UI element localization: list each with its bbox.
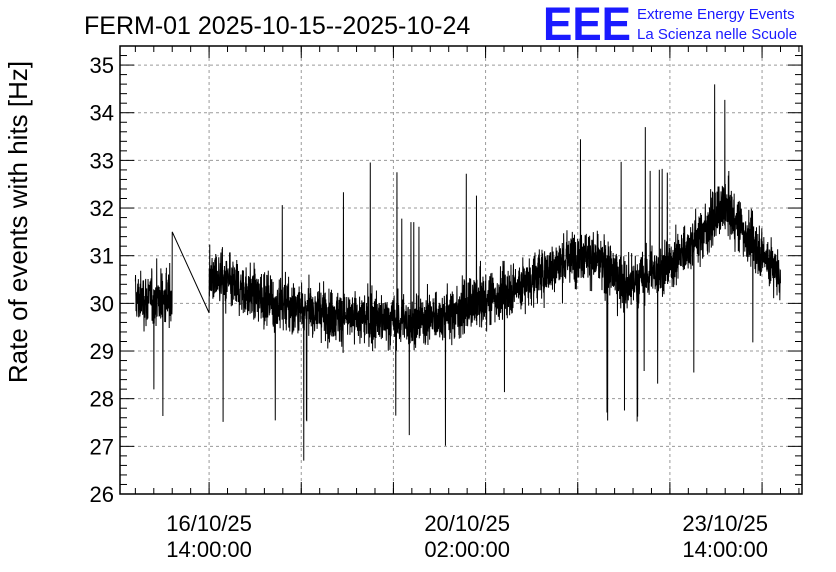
y-tick-label: 33: [90, 148, 114, 173]
x-tick-label-date: 16/10/25: [166, 511, 252, 536]
eee-logo: EEE Extreme Energy Events La Scienza nel…: [543, 0, 797, 50]
y-tick-label: 31: [90, 244, 114, 269]
y-tick-label: 30: [90, 291, 114, 316]
y-tick-labels: 26 27 28 29 30 31 32 33 34 35: [90, 53, 114, 507]
x-tick-label-date: 23/10/25: [682, 511, 768, 536]
eee-logo-line2: La Scienza nelle Scuole: [637, 26, 797, 43]
eee-logo-mark: EEE: [543, 0, 631, 50]
y-axis-label: Rate of events with hits [Hz]: [3, 61, 33, 383]
x-tick-label-date: 20/10/25: [424, 511, 510, 536]
y-tick-label: 26: [90, 482, 114, 507]
y-tick-label: 35: [90, 53, 114, 78]
data-series: [134, 84, 781, 461]
series-line: [134, 84, 781, 461]
x-tick-labels: 16/10/2514:00:0020/10/2502:00:0023/10/25…: [166, 511, 768, 562]
eee-logo-line1: Extreme Energy Events: [637, 6, 795, 23]
plot-frame: [119, 45, 803, 495]
y-tick-label: 34: [90, 101, 114, 126]
y-tick-label: 32: [90, 196, 114, 221]
chart-title: FERM-01 2025-10-15--2025-10-24: [84, 12, 470, 40]
axes: [119, 45, 803, 495]
y-tick-label: 27: [90, 434, 114, 459]
y-tick-label: 29: [90, 339, 114, 364]
y-tick-label: 28: [90, 387, 114, 412]
x-tick-label-time: 02:00:00: [424, 537, 510, 562]
x-tick-label-time: 14:00:00: [166, 537, 252, 562]
x-tick-label-time: 14:00:00: [682, 537, 768, 562]
